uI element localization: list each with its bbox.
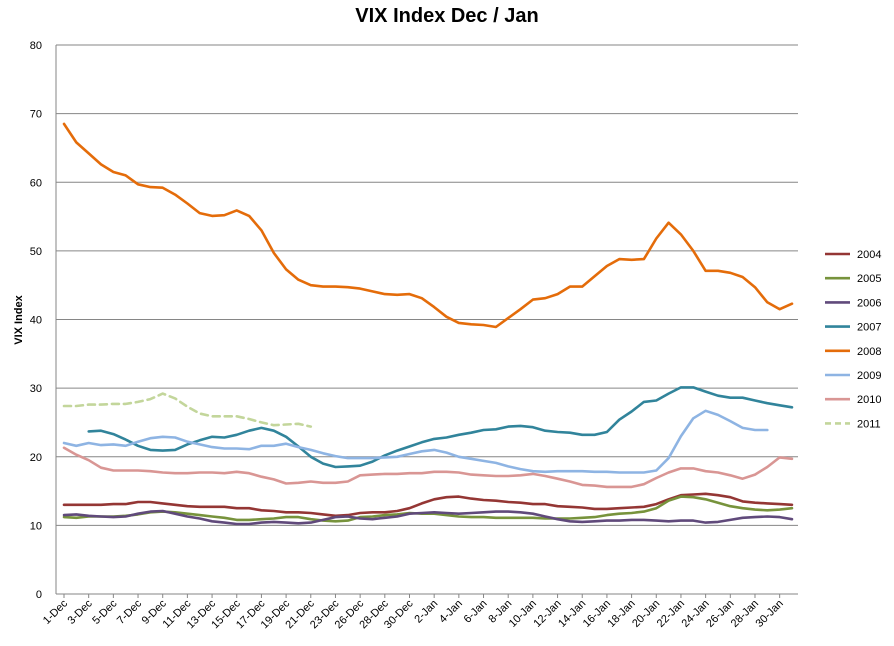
legend-label-2005: 2005	[857, 273, 881, 285]
series-line-2007	[87, 386, 794, 469]
y-axis-label: VIX Index	[13, 294, 25, 344]
y-tick-label: 0	[36, 589, 42, 601]
series-line-2004	[62, 492, 794, 518]
gridlines	[56, 44, 798, 595]
y-tick-label: 20	[30, 452, 42, 464]
y-tick-label: 70	[30, 109, 42, 121]
legend-label-2004: 2004	[857, 249, 881, 261]
chart-title: VIX Index Dec / Jan	[355, 5, 538, 27]
legend-label-2006: 2006	[857, 297, 881, 309]
legend-label-2010: 2010	[857, 394, 881, 406]
series-lines	[62, 122, 794, 526]
y-tick-label: 80	[30, 40, 42, 52]
legend-label-2008: 2008	[857, 346, 881, 358]
series-line-2006	[62, 509, 794, 526]
y-tick-label: 40	[30, 315, 42, 327]
series-line-2010	[62, 446, 794, 489]
series-line-2009	[62, 409, 769, 474]
legend: 2004 2005 2006 2007 2008 2009 2010 2011	[825, 249, 881, 430]
series-line-2008	[62, 122, 794, 329]
legend-label-2009: 2009	[857, 370, 881, 382]
y-tick-label: 30	[30, 383, 42, 395]
y-tick-label: 10	[30, 520, 42, 532]
y-tick-label: 50	[30, 246, 42, 258]
series-line-2011	[62, 392, 313, 428]
legend-label-2011: 2011	[857, 418, 881, 430]
legend-label-2007: 2007	[857, 322, 881, 334]
y-tick-label: 60	[30, 177, 42, 189]
